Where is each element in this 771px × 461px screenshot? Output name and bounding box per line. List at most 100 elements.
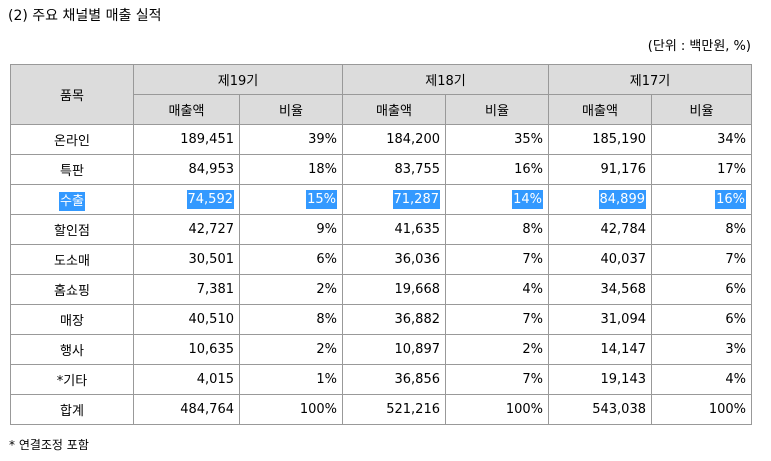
item-cell: 홈쇼핑 <box>10 274 134 305</box>
sales-value: 42,727 <box>188 222 235 237</box>
ratio-cell: 16% <box>445 154 549 185</box>
sales-cell: 42,727 <box>133 214 240 245</box>
ratio-cell: 4% <box>651 364 752 395</box>
sales-value: 10,635 <box>188 342 235 357</box>
item-label: 합계 <box>60 404 84 419</box>
sales-value: 30,501 <box>188 252 235 267</box>
sales-cell: 36,882 <box>342 304 446 335</box>
section-title: (2) 주요 채널별 매출 실적 <box>8 8 162 24</box>
item-label: 특판 <box>60 164 84 179</box>
sales-value: 19,668 <box>394 282 441 297</box>
ratio-cell: 3% <box>651 334 752 365</box>
ratio-cell: 18% <box>239 154 343 185</box>
item-cell: 행사 <box>10 334 134 365</box>
ratio-cell: 4% <box>445 274 549 305</box>
item-label: 홈쇼핑 <box>54 284 90 299</box>
sales-cell: 84,899 <box>548 184 652 215</box>
item-column-header: 품목 <box>10 64 134 125</box>
sales-value: 42,784 <box>600 222 647 237</box>
table-row: *기타 4,015 1% 36,856 7% 19,143 4% <box>10 364 752 395</box>
item-label: 할인점 <box>54 224 90 239</box>
table-body: 온라인 189,451 39% 184,200 35% 185,190 34% 특판 84,95… <box>10 124 752 425</box>
table-row: 도소매 30,501 6% 36,036 7% 40,037 7% <box>10 244 752 275</box>
sales-value: 34,568 <box>600 282 647 297</box>
table-row: 수출 74,592 15% 71,287 14% 84,899 16% <box>10 184 752 215</box>
sales-cell: 7,381 <box>133 274 240 305</box>
ratio-cell: 7% <box>445 304 549 335</box>
sales-cell: 91,176 <box>548 154 652 185</box>
sales-value: 36,036 <box>394 252 441 267</box>
sales-cell: 10,897 <box>342 334 446 365</box>
ratio-value: 2% <box>316 282 337 297</box>
sales-value: 19,143 <box>600 372 647 387</box>
ratio-value: 100% <box>299 402 337 417</box>
item-cell: *기타 <box>10 364 134 395</box>
sales-value: 36,856 <box>394 372 441 387</box>
sales-cell: 83,755 <box>342 154 446 185</box>
sales-cell: 19,143 <box>548 364 652 395</box>
ratio-cell: 1% <box>239 364 343 395</box>
sales-value: 40,037 <box>600 252 647 267</box>
sales-value: 83,755 <box>394 162 441 177</box>
item-cell: 특판 <box>10 154 134 185</box>
ratio-value: 15% <box>306 190 337 209</box>
footnote: * 연결조정 포함 <box>9 438 89 452</box>
sales-cell: 41,635 <box>342 214 446 245</box>
item-cell: 할인점 <box>10 214 134 245</box>
table-row: 특판 84,953 18% 83,755 16% 91,176 17% <box>10 154 752 185</box>
sales-cell: 30,501 <box>133 244 240 275</box>
sales-cell: 74,592 <box>133 184 240 215</box>
sales-value: 521,216 <box>386 402 440 417</box>
ratio-value: 100% <box>505 402 543 417</box>
sales-header: 매출액 <box>342 94 446 125</box>
sales-cell: 42,784 <box>548 214 652 245</box>
table-row: 온라인 189,451 39% 184,200 35% 185,190 34% <box>10 124 752 155</box>
ratio-value: 7% <box>522 312 543 327</box>
ratio-value: 7% <box>522 252 543 267</box>
item-label: 온라인 <box>54 134 90 149</box>
item-cell: 온라인 <box>10 124 134 155</box>
item-label: *기타 <box>56 374 88 389</box>
ratio-value: 8% <box>316 312 337 327</box>
sales-value: 31,094 <box>600 312 647 327</box>
sales-cell: 521,216 <box>342 394 446 425</box>
item-label: 행사 <box>60 344 84 359</box>
ratio-cell: 8% <box>445 214 549 245</box>
item-cell: 합계 <box>10 394 134 425</box>
item-cell: 수출 <box>10 184 134 215</box>
sales-value: 84,899 <box>598 190 646 209</box>
item-cell: 매장 <box>10 304 134 335</box>
sales-value: 189,451 <box>180 132 234 147</box>
sales-by-channel-table: 품목 제19기 제18기 제17기 매출액 비율 매출액 비율 매출액 비율 온… <box>10 64 752 425</box>
ratio-header: 비율 <box>445 94 549 125</box>
sales-value: 10,897 <box>394 342 441 357</box>
ratio-cell: 6% <box>239 244 343 275</box>
ratio-cell: 14% <box>445 184 549 215</box>
sales-header: 매출액 <box>133 94 240 125</box>
sales-cell: 14,147 <box>548 334 652 365</box>
sales-header: 매출액 <box>548 94 652 125</box>
ratio-value: 16% <box>514 162 543 177</box>
ratio-cell: 7% <box>445 364 549 395</box>
sales-value: 185,190 <box>592 132 646 147</box>
ratio-value: 1% <box>316 372 337 387</box>
unit-note: (단위 : 백만원, %) <box>647 39 751 54</box>
ratio-value: 9% <box>316 222 337 237</box>
sales-value: 74,592 <box>186 190 234 209</box>
period-header-18: 제18기 <box>342 64 549 95</box>
ratio-cell: 100% <box>445 394 549 425</box>
ratio-value: 39% <box>308 132 337 147</box>
ratio-cell: 6% <box>651 274 752 305</box>
sales-cell: 189,451 <box>133 124 240 155</box>
ratio-cell: 7% <box>445 244 549 275</box>
sales-cell: 543,038 <box>548 394 652 425</box>
item-label: 수출 <box>59 192 85 211</box>
item-cell: 도소매 <box>10 244 134 275</box>
ratio-cell: 2% <box>239 334 343 365</box>
sales-value: 91,176 <box>600 162 647 177</box>
sales-cell: 40,037 <box>548 244 652 275</box>
ratio-value: 7% <box>725 252 746 267</box>
sales-cell: 31,094 <box>548 304 652 335</box>
ratio-cell: 34% <box>651 124 752 155</box>
ratio-value: 34% <box>717 132 746 147</box>
